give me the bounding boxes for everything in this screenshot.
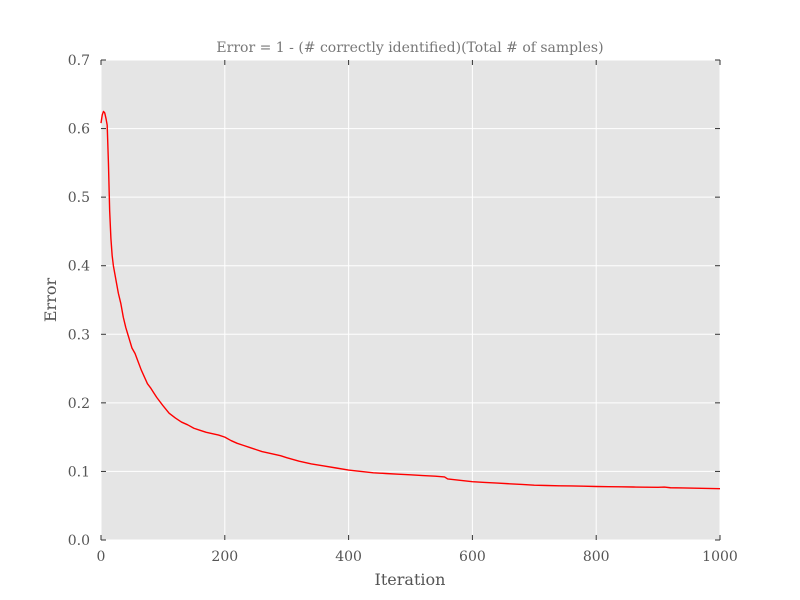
series-layer xyxy=(100,110,721,490)
y-tick-labels: 0.0 0.1 0.2 0.3 0.4 0.5 0.6 0.7 xyxy=(68,53,90,549)
y-tick-label: 0.6 xyxy=(68,122,90,138)
x-tick-label: 400 xyxy=(335,549,362,565)
x-tick-label: 0 xyxy=(97,549,106,565)
y-tick-label: 0.5 xyxy=(68,190,90,206)
x-tick-label: 200 xyxy=(211,549,238,565)
y-axis-label: Error xyxy=(41,278,60,323)
y-tick-label: 0.2 xyxy=(68,396,90,412)
x-axis-label: Iteration xyxy=(375,570,446,589)
x-tick-label: 800 xyxy=(583,549,610,565)
y-tick-label: 0.0 xyxy=(68,533,90,549)
x-tick-label: 1000 xyxy=(702,549,738,565)
error-series-line xyxy=(100,110,721,490)
grid-lines xyxy=(100,59,721,541)
y-tick-label: 0.4 xyxy=(68,259,90,275)
y-tick-label: 0.3 xyxy=(68,327,90,343)
axes xyxy=(100,59,721,541)
x-tick-label: 600 xyxy=(459,549,486,565)
y-tick-label: 0.7 xyxy=(68,53,90,69)
plot-background xyxy=(101,60,720,540)
x-tick-labels: 0 200 400 600 800 1000 xyxy=(97,549,738,565)
chart-title: Error = 1 - (# correctly identified)(Tot… xyxy=(216,40,603,56)
y-tick-label: 0.1 xyxy=(68,464,90,480)
